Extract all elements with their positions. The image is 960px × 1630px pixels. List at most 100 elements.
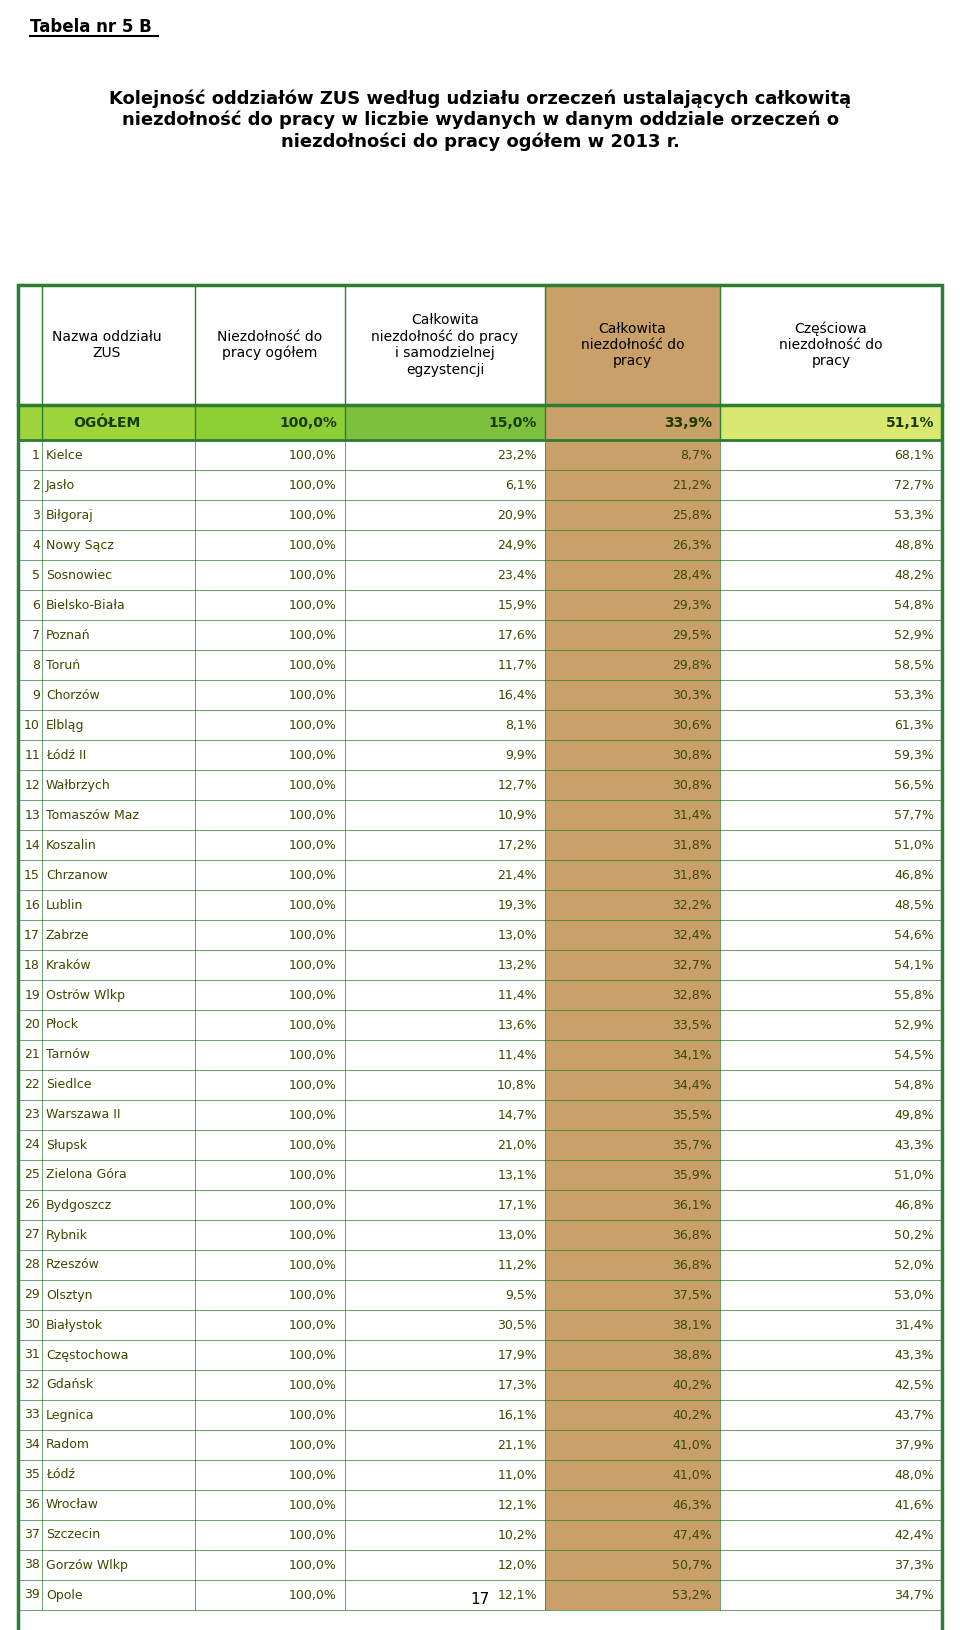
Text: 34,4%: 34,4% bbox=[672, 1079, 712, 1092]
Text: 16,4%: 16,4% bbox=[497, 688, 537, 701]
Bar bbox=[545, 1069, 720, 1100]
Text: 19: 19 bbox=[24, 988, 40, 1001]
Text: 41,6%: 41,6% bbox=[895, 1498, 934, 1511]
Bar bbox=[18, 1219, 942, 1250]
Text: 6,1%: 6,1% bbox=[505, 479, 537, 492]
Bar bbox=[720, 404, 942, 440]
Text: 52,9%: 52,9% bbox=[895, 1019, 934, 1032]
Text: 100,0%: 100,0% bbox=[289, 988, 337, 1001]
Bar bbox=[18, 769, 942, 800]
Text: 18: 18 bbox=[24, 958, 40, 971]
Text: 100,0%: 100,0% bbox=[289, 898, 337, 911]
Text: Niezdołność do
pracy ogółem: Niezdołność do pracy ogółem bbox=[217, 329, 323, 360]
Bar bbox=[18, 1521, 942, 1550]
Bar bbox=[18, 1579, 942, 1610]
Bar bbox=[545, 1340, 720, 1369]
Text: 13,6%: 13,6% bbox=[497, 1019, 537, 1032]
Text: 38,1%: 38,1% bbox=[672, 1319, 712, 1332]
Text: 100,0%: 100,0% bbox=[289, 958, 337, 971]
Text: 40,2%: 40,2% bbox=[672, 1408, 712, 1421]
Text: 54,6%: 54,6% bbox=[895, 929, 934, 942]
Text: 10,8%: 10,8% bbox=[497, 1079, 537, 1092]
Text: 34: 34 bbox=[24, 1439, 40, 1451]
Text: 17: 17 bbox=[24, 929, 40, 942]
Text: 51,1%: 51,1% bbox=[885, 416, 934, 429]
Text: 15,9%: 15,9% bbox=[497, 598, 537, 611]
Bar bbox=[18, 711, 942, 740]
Text: Łódź: Łódź bbox=[46, 1469, 75, 1482]
Text: 17,1%: 17,1% bbox=[497, 1198, 537, 1211]
Text: 10,9%: 10,9% bbox=[497, 808, 537, 822]
Text: 59,3%: 59,3% bbox=[895, 748, 934, 761]
Text: 30,8%: 30,8% bbox=[672, 748, 712, 761]
Text: 12: 12 bbox=[24, 779, 40, 792]
Text: 32,8%: 32,8% bbox=[672, 988, 712, 1001]
Text: 100,0%: 100,0% bbox=[289, 719, 337, 732]
Text: Zabrze: Zabrze bbox=[46, 929, 89, 942]
Text: Tomaszów Maz: Tomaszów Maz bbox=[46, 808, 139, 822]
Text: 9: 9 bbox=[32, 688, 40, 701]
Bar bbox=[18, 530, 942, 561]
Text: 12,0%: 12,0% bbox=[497, 1558, 537, 1571]
Text: 100,0%: 100,0% bbox=[289, 1589, 337, 1602]
Bar bbox=[18, 1280, 942, 1311]
Text: Sosnowiec: Sosnowiec bbox=[46, 569, 112, 582]
Text: 15: 15 bbox=[24, 869, 40, 882]
Text: 36,8%: 36,8% bbox=[672, 1258, 712, 1271]
Text: 100,0%: 100,0% bbox=[289, 509, 337, 522]
Bar bbox=[545, 1100, 720, 1130]
Bar bbox=[18, 890, 942, 919]
Text: 100,0%: 100,0% bbox=[289, 598, 337, 611]
Bar bbox=[545, 1400, 720, 1430]
Bar bbox=[195, 404, 345, 440]
Text: 11,7%: 11,7% bbox=[497, 659, 537, 672]
Text: 23,2%: 23,2% bbox=[497, 448, 537, 461]
Text: 5: 5 bbox=[32, 569, 40, 582]
Text: 37,3%: 37,3% bbox=[895, 1558, 934, 1571]
Text: 53,2%: 53,2% bbox=[672, 1589, 712, 1602]
Text: 100,0%: 100,0% bbox=[289, 1108, 337, 1121]
Text: 17,3%: 17,3% bbox=[497, 1379, 537, 1392]
Text: 16: 16 bbox=[24, 898, 40, 911]
Text: 100,0%: 100,0% bbox=[289, 569, 337, 582]
Text: Częstochowa: Częstochowa bbox=[46, 1348, 129, 1361]
Bar bbox=[545, 469, 720, 500]
Text: 32,4%: 32,4% bbox=[672, 929, 712, 942]
Text: 100,0%: 100,0% bbox=[289, 929, 337, 942]
Text: Nazwa oddziału
ZUS: Nazwa oddziału ZUS bbox=[52, 329, 161, 360]
Text: 29,8%: 29,8% bbox=[672, 659, 712, 672]
Text: 46,3%: 46,3% bbox=[672, 1498, 712, 1511]
Bar bbox=[18, 680, 942, 711]
Text: 43,3%: 43,3% bbox=[895, 1138, 934, 1151]
Text: 100,0%: 100,0% bbox=[289, 808, 337, 822]
Text: 30,8%: 30,8% bbox=[672, 779, 712, 792]
Text: 100,0%: 100,0% bbox=[289, 538, 337, 551]
Text: 3: 3 bbox=[32, 509, 40, 522]
Text: 100,0%: 100,0% bbox=[289, 1348, 337, 1361]
Text: 11,4%: 11,4% bbox=[497, 988, 537, 1001]
Text: 46,8%: 46,8% bbox=[895, 869, 934, 882]
Text: 39: 39 bbox=[24, 1589, 40, 1602]
Bar bbox=[545, 1250, 720, 1280]
Text: 100,0%: 100,0% bbox=[289, 1558, 337, 1571]
Bar bbox=[545, 740, 720, 769]
Text: 14: 14 bbox=[24, 838, 40, 851]
Bar bbox=[18, 440, 942, 469]
Bar bbox=[545, 1011, 720, 1040]
Bar bbox=[18, 919, 942, 950]
Bar bbox=[545, 890, 720, 919]
Text: 51,0%: 51,0% bbox=[894, 838, 934, 851]
Text: 9,9%: 9,9% bbox=[505, 748, 537, 761]
Text: 13,1%: 13,1% bbox=[497, 1169, 537, 1182]
Text: 72,7%: 72,7% bbox=[894, 479, 934, 492]
Text: 34,1%: 34,1% bbox=[672, 1048, 712, 1061]
Text: 28: 28 bbox=[24, 1258, 40, 1271]
Text: 100,0%: 100,0% bbox=[289, 479, 337, 492]
Text: 8: 8 bbox=[32, 659, 40, 672]
Text: 56,5%: 56,5% bbox=[894, 779, 934, 792]
Bar bbox=[545, 1460, 720, 1490]
Bar bbox=[545, 440, 720, 469]
Text: 28,4%: 28,4% bbox=[672, 569, 712, 582]
Bar bbox=[18, 500, 942, 530]
Bar bbox=[18, 285, 942, 404]
